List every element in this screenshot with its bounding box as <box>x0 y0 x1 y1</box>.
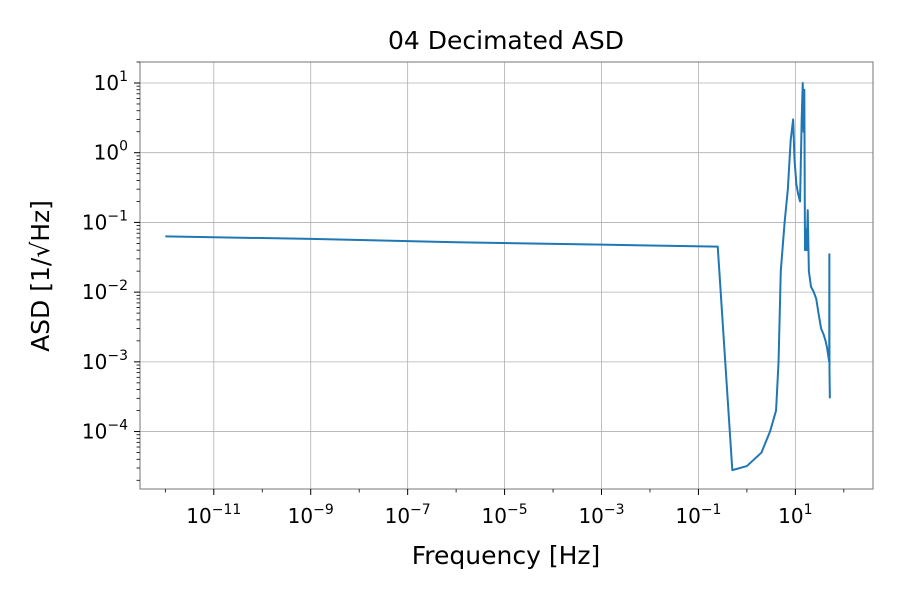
x-tick-label: 10−1 <box>675 502 721 528</box>
x-tick-base: 10 <box>186 504 211 528</box>
x-tick-base: 10 <box>778 504 803 528</box>
x-tick-base: 10 <box>385 504 410 528</box>
y-tick-label: 10−1 <box>82 208 128 234</box>
y-tick-label: 101 <box>94 69 128 95</box>
plot-frame <box>139 61 874 490</box>
x-tick-label: 10−5 <box>482 502 528 528</box>
x-tick-label: 10−9 <box>288 502 334 528</box>
x-tick-exponent: −5 <box>507 502 528 518</box>
x-axis-label: Frequency [Hz] <box>412 541 601 570</box>
y-axis-label: ASD [1/√Hz] <box>26 200 55 352</box>
y-tick-base: 10 <box>82 280 107 304</box>
y-tick-exponent: 1 <box>119 69 128 85</box>
y-tick-exponent: −3 <box>107 348 128 364</box>
y-tick-exponent: −1 <box>107 208 128 224</box>
y-tick-base: 10 <box>82 350 107 374</box>
y-tick-exponent: −4 <box>107 418 128 434</box>
y-tick-label: 10−3 <box>82 348 128 374</box>
chart-title: 04 Decimated ASD <box>388 26 624 55</box>
y-tick-label: 100 <box>94 139 128 165</box>
y-tick-base: 10 <box>94 141 119 165</box>
x-tick-label: 10−3 <box>578 502 624 528</box>
data-series <box>165 81 831 472</box>
x-tick-exponent: −9 <box>313 502 334 518</box>
y-tick-base: 10 <box>82 210 107 234</box>
x-tick-base: 10 <box>482 504 507 528</box>
y-tick-exponent: −2 <box>107 278 128 294</box>
x-tick-base: 10 <box>675 504 700 528</box>
x-tick-base: 10 <box>288 504 313 528</box>
x-tick-label: 101 <box>778 502 812 528</box>
x-tick-base: 10 <box>578 504 603 528</box>
plot-area-background <box>140 62 873 489</box>
x-tick-label: 10−11 <box>186 502 241 528</box>
y-tick-exponent: 0 <box>119 139 128 155</box>
x-tick-exponent: −7 <box>410 502 431 518</box>
y-tick-label: 10−4 <box>82 418 128 444</box>
x-tick-label: 10−7 <box>385 502 431 528</box>
x-tick-exponent: 1 <box>804 502 813 518</box>
y-tick-base: 10 <box>94 71 119 95</box>
y-tick-base: 10 <box>82 420 107 444</box>
x-axis-ticks: 10−11 10−9 10−7 10−5 10−3 10−1 101 <box>164 489 845 528</box>
y-tick-label: 10−2 <box>82 278 128 304</box>
x-tick-exponent: −11 <box>212 502 242 518</box>
grid-lines <box>140 62 873 489</box>
x-tick-exponent: −3 <box>604 502 625 518</box>
x-tick-exponent: −1 <box>701 502 722 518</box>
asd-series-line <box>165 81 831 472</box>
